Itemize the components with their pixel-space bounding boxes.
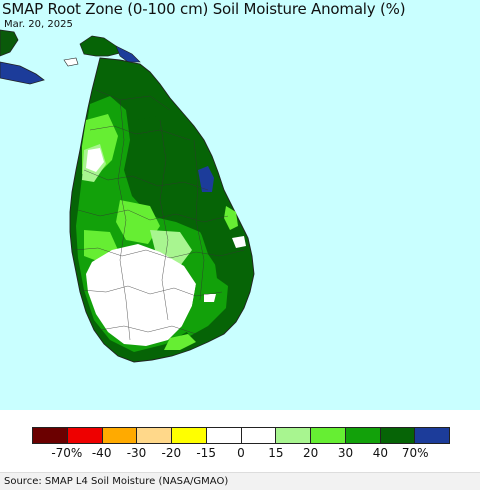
legend-label-8: 30: [337, 446, 354, 460]
region-white-east: [232, 236, 246, 248]
district-boundaries: [73, 89, 245, 341]
region-white-southeast: [204, 294, 216, 302]
legend-swatch-7: [276, 428, 311, 443]
india-coast: [0, 29, 19, 57]
legend-label-6: 15: [268, 446, 284, 460]
legend-swatch-5: [206, 428, 242, 443]
map-title: SMAP Root Zone (0-100 cm) Soil Moisture …: [2, 0, 406, 18]
legend-label-1: -40: [91, 446, 112, 460]
region-lightgreen-southeast: [164, 334, 196, 350]
region-light-green-center: [116, 200, 160, 244]
legend-swatch-3: [137, 428, 172, 443]
sri-lanka-map: [0, 29, 255, 363]
map-area: SMAP Root Zone (0-100 cm) Soil Moisture …: [0, 0, 480, 410]
legend-swatch-4: [172, 428, 207, 443]
legend-swatch-9: [345, 428, 381, 443]
legend-label-10: 70%: [401, 446, 429, 460]
legend-swatch-8: [311, 428, 346, 443]
legend-label-5: 0: [237, 446, 245, 460]
legend-labels: -70% -40 -30 -20 -15 0 15 20 30 40 70%: [0, 446, 480, 462]
region-white-south: [86, 244, 196, 346]
source-credit: Source: SMAP L4 Soil Moisture (NASA/GMAO…: [0, 472, 480, 490]
legend-label-2: -30: [126, 446, 147, 460]
region-dark-center: [132, 116, 170, 190]
region-dark-east: [150, 80, 236, 272]
legend-label-9: 40: [372, 446, 388, 460]
legend-swatch-11: [415, 428, 449, 443]
region-white-northwest: [86, 148, 104, 172]
map-date: Mar. 20, 2025: [4, 19, 73, 30]
legend-label-7: 20: [303, 446, 319, 460]
legend-label-3: -20: [161, 446, 182, 460]
legend-label-4: -15: [196, 446, 216, 460]
legend-label-0: -70%: [51, 446, 83, 460]
jaffna-peninsula: [79, 35, 125, 57]
legend-swatch-10: [380, 428, 416, 443]
jaffna-lagoon: [115, 45, 141, 63]
region-green-southeast: [182, 276, 228, 336]
legend-swatch-1: [67, 428, 103, 443]
region-lightgreen-east: [224, 206, 238, 230]
legend-swatch-0: [33, 428, 68, 443]
legend-swatch-6: [241, 428, 277, 443]
india-coast-2: [0, 61, 45, 85]
legend-swatch-2: [102, 428, 138, 443]
region-blue-east: [198, 166, 214, 192]
color-legend: [32, 427, 450, 444]
island-west: [63, 57, 79, 67]
